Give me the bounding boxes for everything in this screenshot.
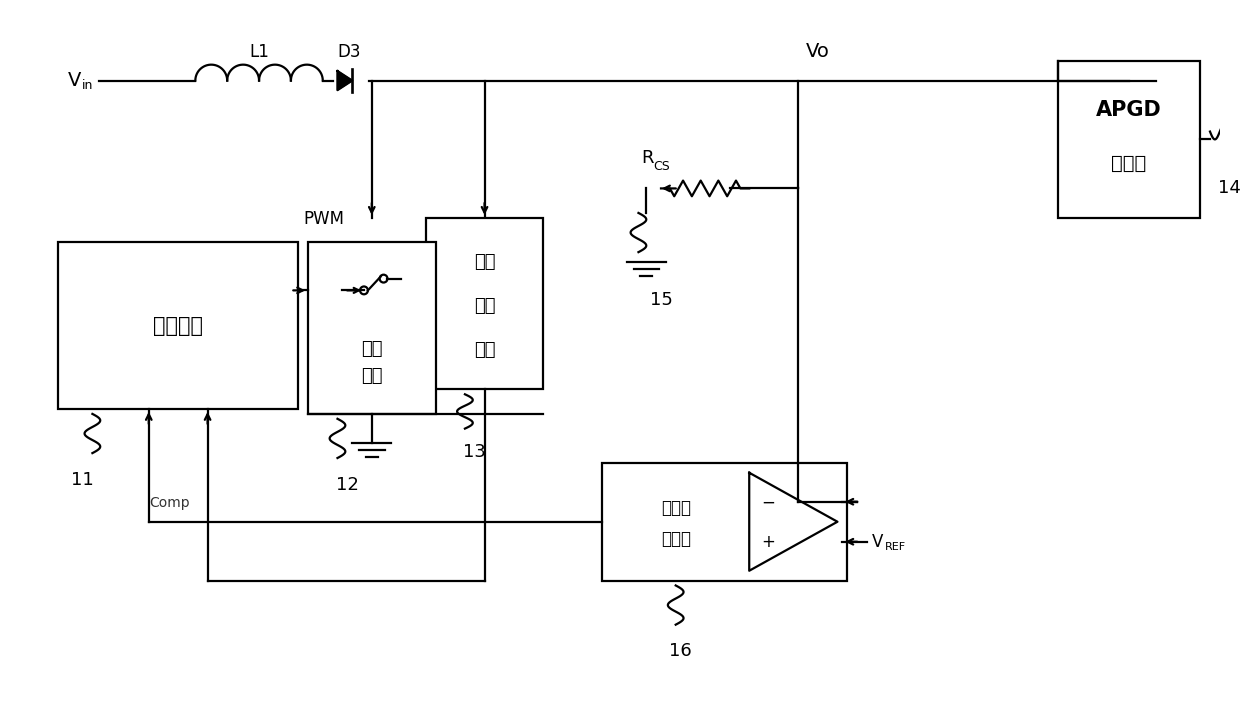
Text: 电路: 电路 bbox=[361, 367, 383, 385]
Text: PWM: PWM bbox=[303, 210, 345, 228]
Text: $+$: $+$ bbox=[761, 533, 775, 551]
Text: L1: L1 bbox=[249, 43, 269, 61]
Text: R: R bbox=[641, 149, 653, 167]
Bar bbox=[58, 243, 299, 409]
Text: 电压: 电压 bbox=[474, 253, 495, 271]
Text: 13: 13 bbox=[464, 443, 486, 461]
Text: in: in bbox=[82, 79, 93, 92]
Text: 16: 16 bbox=[670, 643, 692, 661]
Text: 开关: 开关 bbox=[361, 340, 383, 358]
Bar bbox=[308, 243, 435, 414]
Text: 12: 12 bbox=[336, 475, 358, 494]
Bar bbox=[1058, 61, 1200, 218]
Text: 11: 11 bbox=[71, 471, 94, 489]
Text: 15: 15 bbox=[650, 292, 672, 309]
Text: V: V bbox=[872, 533, 883, 551]
Bar bbox=[425, 218, 543, 389]
Text: 采样: 采样 bbox=[474, 297, 495, 315]
Text: APGD: APGD bbox=[1096, 100, 1162, 120]
Text: Comp: Comp bbox=[149, 496, 190, 510]
Text: 馈电路: 馈电路 bbox=[661, 531, 691, 549]
Bar bbox=[603, 463, 847, 581]
Text: 激发源: 激发源 bbox=[1111, 154, 1147, 174]
Text: 控制芯片: 控制芯片 bbox=[154, 316, 203, 336]
Text: $-$: $-$ bbox=[761, 493, 775, 510]
Text: 电路: 电路 bbox=[474, 341, 495, 359]
Text: D3: D3 bbox=[337, 43, 361, 61]
Text: V: V bbox=[68, 71, 82, 90]
Text: 14: 14 bbox=[1218, 179, 1240, 197]
Text: Vo: Vo bbox=[806, 42, 830, 61]
Text: 比较反: 比较反 bbox=[661, 498, 691, 517]
Polygon shape bbox=[337, 71, 352, 90]
Text: CS: CS bbox=[653, 159, 670, 173]
Text: REF: REF bbox=[884, 541, 905, 551]
